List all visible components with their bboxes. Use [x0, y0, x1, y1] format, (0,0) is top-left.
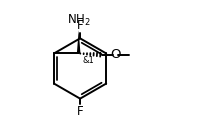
Text: NH$_2$: NH$_2$: [67, 13, 91, 28]
Text: F: F: [77, 105, 83, 118]
Text: &1: &1: [82, 56, 94, 65]
Text: F: F: [77, 19, 83, 32]
Polygon shape: [77, 30, 80, 53]
Text: O: O: [110, 48, 121, 61]
